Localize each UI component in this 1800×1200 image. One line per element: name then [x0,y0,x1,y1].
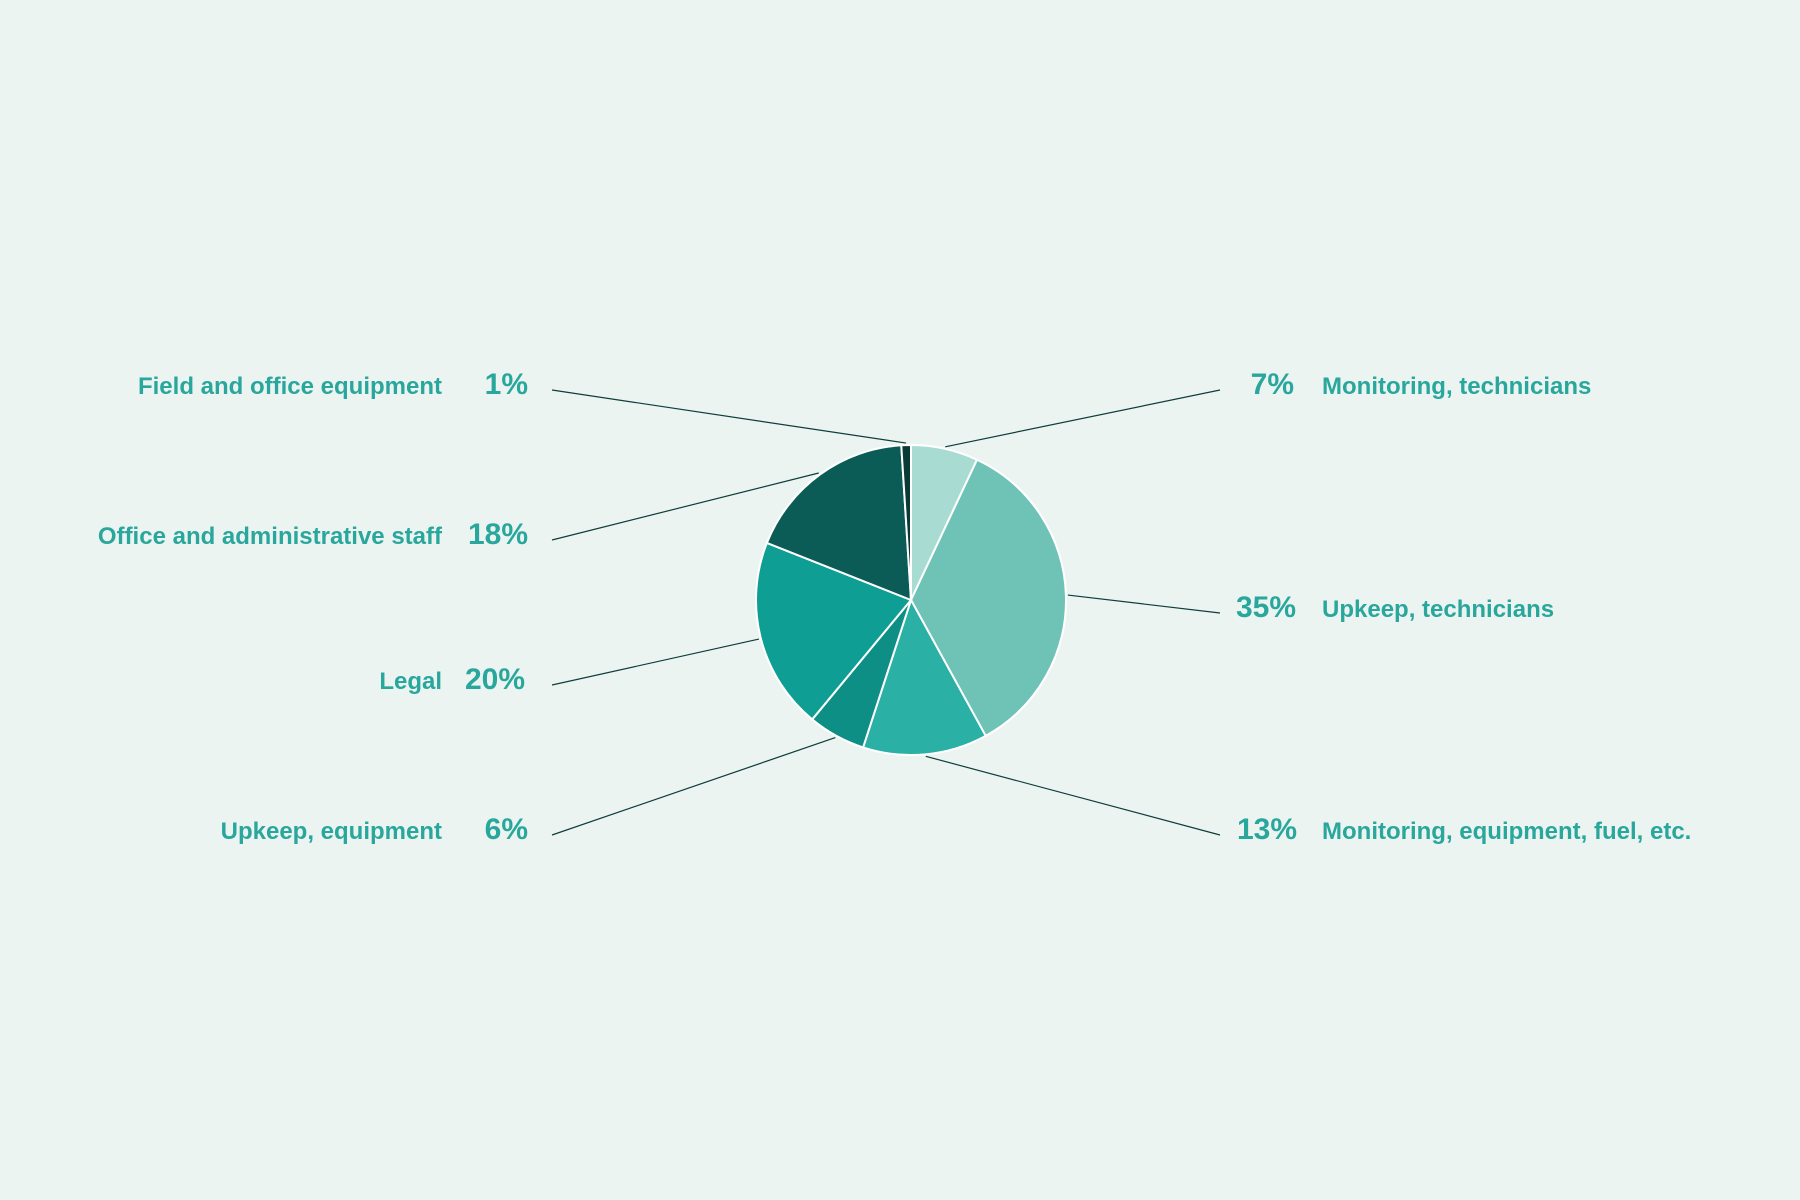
slice-percent: 20% [465,663,525,697]
slice-label: Monitoring, equipment, fuel, etc. [1322,818,1691,846]
leader-line [552,738,835,835]
slice-percent: 1% [485,368,528,402]
slice-percent: 35% [1236,591,1296,625]
slice-label: Field and office equipment [138,373,442,401]
slice-label: Legal [379,668,442,696]
slice-percent: 18% [468,518,528,552]
slice-label: Office and administrative staff [98,523,442,551]
leader-line [552,639,759,685]
slice-label: Upkeep, technicians [1322,596,1554,624]
slice-percent: 7% [1251,368,1294,402]
slice-label: Monitoring, technicians [1322,373,1591,401]
leader-line [552,390,906,443]
leader-line [926,756,1220,835]
leader-line [1068,595,1220,613]
pie-chart-container: 1% Field and office equipment 18% Office an… [0,0,1800,1200]
slice-percent: 13% [1237,813,1297,847]
slice-label: Upkeep, equipment [221,818,442,846]
slice-percent: 6% [485,813,528,847]
leader-line [945,390,1220,447]
